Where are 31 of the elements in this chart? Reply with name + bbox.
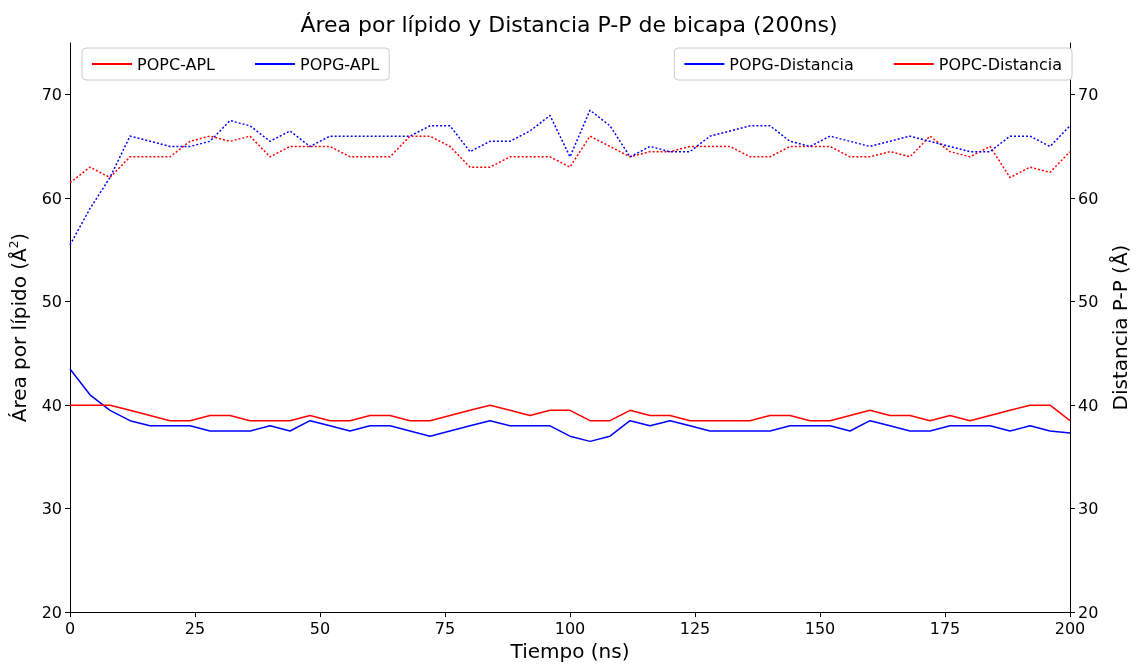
y2-tick-label: 70 [1078,85,1099,105]
y-tick-label: 70 [41,85,62,105]
x-tick-label: 75 [434,618,456,638]
y2-tick-label: 50 [1078,292,1099,312]
line-series [69,135,1071,184]
x-tick-label: 150 [804,618,836,638]
chart-title: Área por lípido y Distancia P-P de bicapa (200ns) [300,11,838,37]
y2-tick-label: 60 [1078,188,1099,208]
x-tick-label: 25 [184,618,206,638]
legend-label: POPG-APL [299,54,380,74]
y-tick-label: 50 [41,292,62,312]
y2-tick-label: 40 [1078,395,1099,415]
legend-label: POPG-Distancia [729,54,854,74]
legend-label: POPC-Distancia [938,54,1062,74]
line-series [69,368,1071,443]
x-tick-label: 175 [929,618,961,638]
y-tick-label: 60 [41,188,62,208]
x-tick-label: 50 [309,618,331,638]
y-axis-title: Área por lípido (Å2) [7,232,31,423]
x-axis-title: Tiempo (ns) [509,639,630,663]
legend-label: POPC-APL [137,54,216,74]
y-tick-label: 40 [41,395,62,415]
y-tick-label: 20 [41,602,62,622]
x-tick-label: 125 [679,618,711,638]
line-series [69,109,1071,246]
line-series [69,404,1071,422]
x-tick-label: 100 [554,618,586,638]
x-tick-label: 0 [64,618,76,638]
y2-axis-title: Distancia P-P (Å) [1108,244,1132,411]
y2-tick-label: 30 [1078,499,1099,519]
y-tick-label: 30 [41,499,62,519]
